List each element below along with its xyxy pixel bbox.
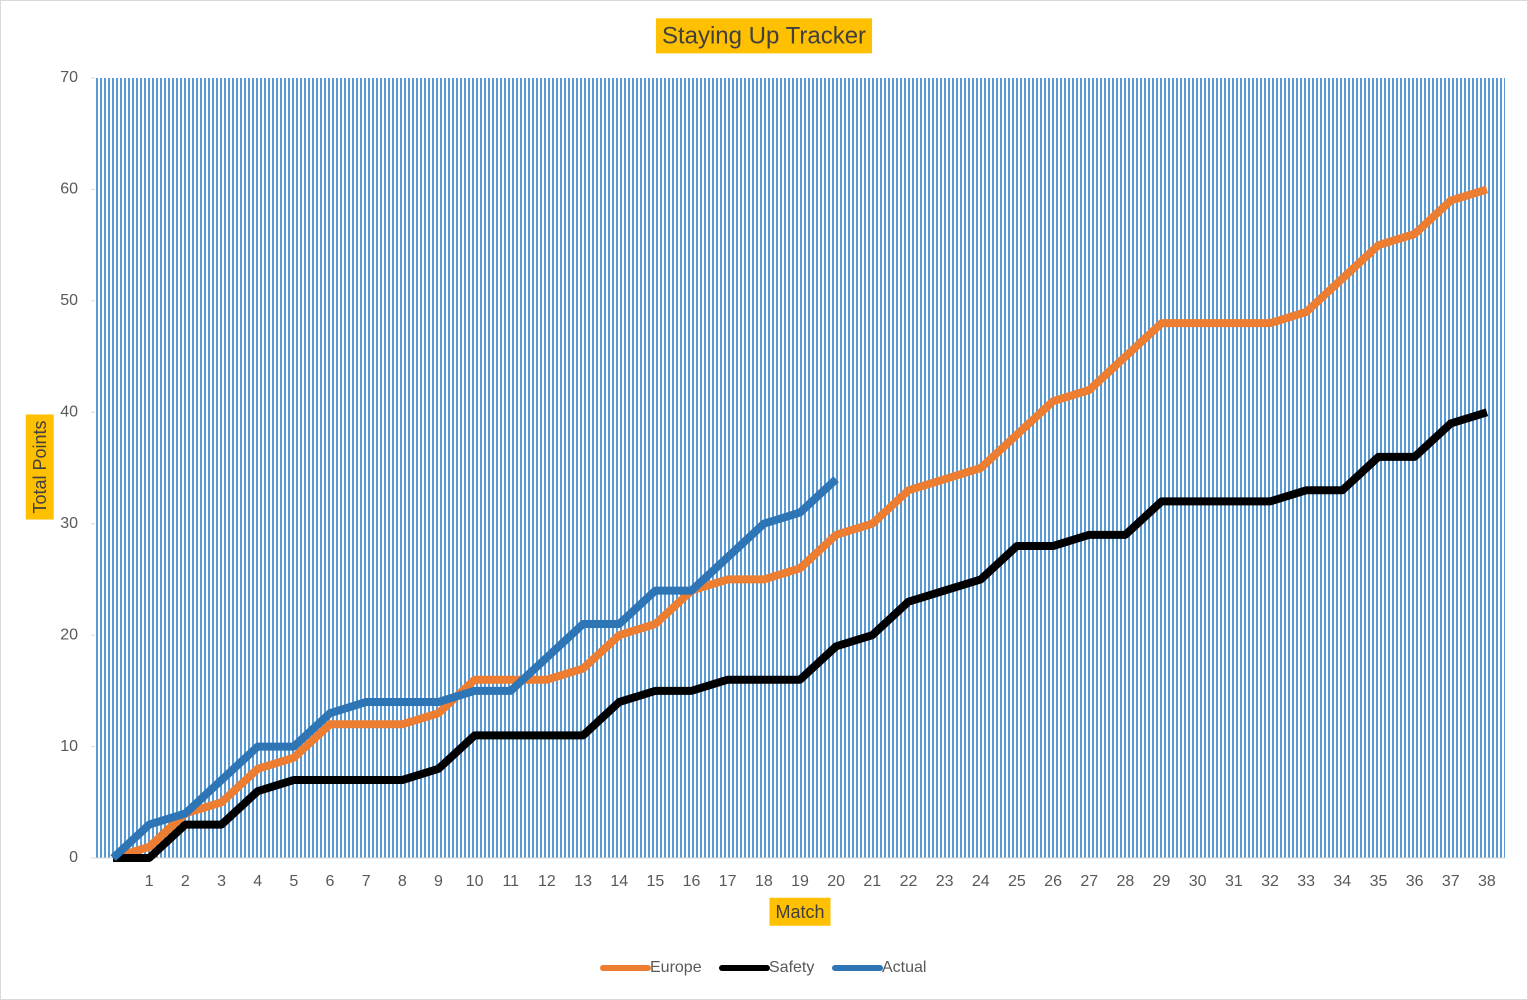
x-tick-label: 3 — [217, 873, 226, 890]
x-tick-label: 32 — [1261, 873, 1279, 890]
x-tick-label: 20 — [827, 873, 845, 890]
x-tick-label: 28 — [1116, 873, 1134, 890]
legend-label: Actual — [882, 959, 926, 976]
x-tick-label: 16 — [683, 873, 701, 890]
x-tick-label: 9 — [434, 873, 443, 890]
label-highlight — [25, 414, 54, 520]
x-tick-label: 35 — [1370, 873, 1388, 890]
x-tick-label: 5 — [289, 873, 298, 890]
x-tick-label: 24 — [972, 873, 990, 890]
x-tick-label: 31 — [1225, 873, 1243, 890]
legend-label: Europe — [650, 959, 702, 976]
x-tick-label: 25 — [1008, 873, 1026, 890]
x-tick-label: 6 — [326, 873, 335, 890]
x-tick-label: 29 — [1153, 873, 1171, 890]
x-tick-label: 21 — [863, 873, 881, 890]
y-tick-label: 40 — [60, 404, 78, 421]
x-tick-label: 27 — [1080, 873, 1098, 890]
x-tick-label: 8 — [398, 873, 407, 890]
x-tick-label: 34 — [1333, 873, 1351, 890]
x-tick-label: 4 — [253, 873, 262, 890]
x-tick-label: 18 — [755, 873, 773, 890]
x-tick-label: 13 — [574, 873, 592, 890]
x-tick-label: 30 — [1189, 873, 1207, 890]
y-tick-label: 70 — [60, 69, 78, 86]
legend-label: Safety — [769, 959, 814, 976]
x-tick-label: 14 — [610, 873, 628, 890]
x-tick-label: 36 — [1406, 873, 1424, 890]
x-tick-label: 11 — [502, 873, 519, 890]
y-tick-label: 50 — [60, 292, 78, 309]
series-line — [111, 185, 1489, 862]
x-tick-label: 22 — [900, 873, 918, 890]
label-highlight — [655, 18, 873, 54]
x-tick-label: 23 — [936, 873, 954, 890]
chart-title: Staying Up Tracker — [662, 22, 866, 49]
x-tick-label: 38 — [1478, 873, 1496, 890]
x-tick-label: 1 — [145, 873, 154, 890]
y-tick-label: 20 — [60, 626, 78, 643]
x-tick-label: 19 — [791, 873, 809, 890]
y-tick-label: 0 — [69, 849, 78, 866]
x-tick-label: 26 — [1044, 873, 1062, 890]
series-line — [113, 408, 1489, 862]
x-tick-label: 15 — [646, 873, 664, 890]
label-highlight — [769, 897, 831, 926]
series-line — [110, 476, 839, 861]
x-tick-label: 12 — [538, 873, 556, 890]
x-tick-label: 10 — [466, 873, 484, 890]
x-tick-label: 2 — [181, 873, 190, 890]
x-axis-label: Match — [775, 902, 824, 922]
y-tick-label: 60 — [60, 181, 78, 198]
y-tick-label: 30 — [60, 515, 78, 532]
x-tick-label: 37 — [1442, 873, 1460, 890]
y-axis-label: Total Points — [30, 420, 50, 513]
x-tick-label: 7 — [362, 873, 371, 890]
y-tick-label: 10 — [60, 738, 78, 755]
x-tick-label: 17 — [719, 873, 737, 890]
x-tick-label: 33 — [1297, 873, 1315, 890]
